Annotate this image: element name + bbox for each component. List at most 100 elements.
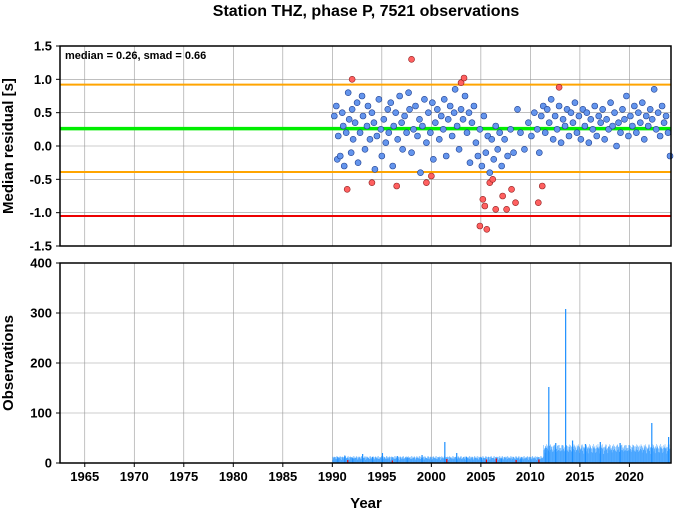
- residual-point: [537, 112, 545, 120]
- residual-point: [577, 136, 585, 143]
- outlier-point: [535, 199, 542, 206]
- observation-spike: [466, 457, 468, 463]
- residual-point: [375, 96, 383, 103]
- residual-point: [492, 122, 500, 130]
- residual-point: [465, 109, 473, 116]
- y-tick-label: -0.5: [30, 172, 52, 187]
- outlier-point: [460, 74, 468, 82]
- residual-point: [425, 109, 432, 116]
- residual-point: [629, 122, 636, 130]
- residual-point: [652, 126, 660, 133]
- residual-point: [345, 116, 353, 123]
- residual-point: [575, 112, 583, 120]
- residual-point: [451, 86, 459, 93]
- residual-point: [459, 116, 467, 123]
- observation-spike: [565, 309, 567, 463]
- residual-point: [334, 132, 342, 140]
- residual-point: [547, 96, 555, 103]
- residual-point: [587, 116, 595, 123]
- residual-point: [561, 122, 569, 130]
- residual-point: [662, 112, 670, 120]
- observation-spike: [352, 458, 354, 463]
- residual-point: [585, 139, 593, 146]
- residual-points: [331, 56, 674, 233]
- residual-point: [417, 169, 424, 176]
- outlier-bar: [347, 460, 349, 463]
- residual-point: [648, 116, 656, 123]
- residual-point: [482, 149, 490, 156]
- residual-point: [421, 96, 428, 103]
- residual-point: [637, 119, 644, 126]
- residual-point: [453, 122, 461, 130]
- y-tick-label: 100: [30, 406, 52, 421]
- outlier-point: [368, 179, 376, 186]
- residual-point: [339, 122, 347, 130]
- residual-point: [405, 89, 412, 96]
- residual-point: [510, 149, 517, 156]
- residual-y-ticks: 1.5 1.0 0.5 0.0 -0.5 -1.0 -1.5: [30, 39, 60, 254]
- residual-point: [597, 119, 604, 126]
- residual-point: [408, 149, 415, 156]
- residual-point: [553, 126, 561, 133]
- residual-point: [450, 109, 458, 116]
- residual-point: [401, 112, 408, 120]
- residual-point: [455, 146, 463, 153]
- residual-point: [593, 132, 601, 140]
- residual-point: [384, 106, 392, 113]
- residual-point: [370, 119, 378, 126]
- outlier-point: [408, 56, 415, 63]
- residual-point: [344, 89, 352, 96]
- observations-y-label: Observations: [0, 315, 17, 411]
- residual-point: [528, 132, 535, 140]
- y-tick-label: 1.5: [34, 39, 52, 54]
- residual-point: [613, 142, 620, 150]
- residual-point: [427, 129, 434, 136]
- residual-point: [650, 86, 658, 93]
- residual-point: [440, 96, 448, 103]
- residual-point: [423, 139, 430, 146]
- outlier-bar: [515, 460, 517, 463]
- residual-point: [363, 122, 371, 130]
- residual-point: [531, 109, 538, 116]
- residual-point: [631, 102, 638, 110]
- residual-point: [472, 139, 480, 146]
- residual-point: [623, 92, 630, 100]
- residual-point: [573, 129, 581, 136]
- outlier-point: [499, 192, 506, 200]
- residual-point: [609, 122, 616, 130]
- residual-point: [591, 102, 599, 110]
- residual-point: [656, 132, 664, 140]
- x-tick-label: 1975: [169, 469, 198, 484]
- residual-point: [358, 92, 366, 100]
- x-tick-label: 1995: [367, 469, 396, 484]
- residual-point: [392, 109, 400, 116]
- residual-point: [351, 119, 359, 126]
- residual-point: [498, 162, 505, 170]
- residual-point: [380, 116, 388, 123]
- residual-point: [466, 159, 474, 166]
- residual-point: [660, 119, 668, 126]
- residual-point: [583, 109, 591, 116]
- outlier-point: [489, 176, 497, 183]
- residual-point: [430, 156, 437, 163]
- residual-point: [437, 112, 445, 120]
- residual-point: [410, 126, 417, 133]
- y-tick-label: -1.5: [30, 239, 52, 254]
- y-tick-label: 0.0: [34, 139, 52, 154]
- residual-point: [654, 109, 662, 116]
- residual-point: [468, 119, 476, 126]
- residual-point: [490, 156, 498, 163]
- residual-point: [567, 109, 575, 116]
- observation-spike: [337, 457, 339, 463]
- residual-panel: 1.5 1.0 0.5 0.0 -0.5 -1.0 -1.5 median = 0.26, …: [0, 39, 674, 254]
- observation-spike: [548, 387, 550, 463]
- x-tick-label: 2000: [417, 469, 446, 484]
- outlier-point: [538, 182, 546, 190]
- observation-spike: [545, 448, 547, 463]
- residual-point: [555, 102, 563, 110]
- residual-point: [416, 116, 423, 123]
- outlier-bar: [538, 459, 540, 463]
- residual-point: [486, 169, 494, 176]
- outlier-point: [343, 186, 351, 193]
